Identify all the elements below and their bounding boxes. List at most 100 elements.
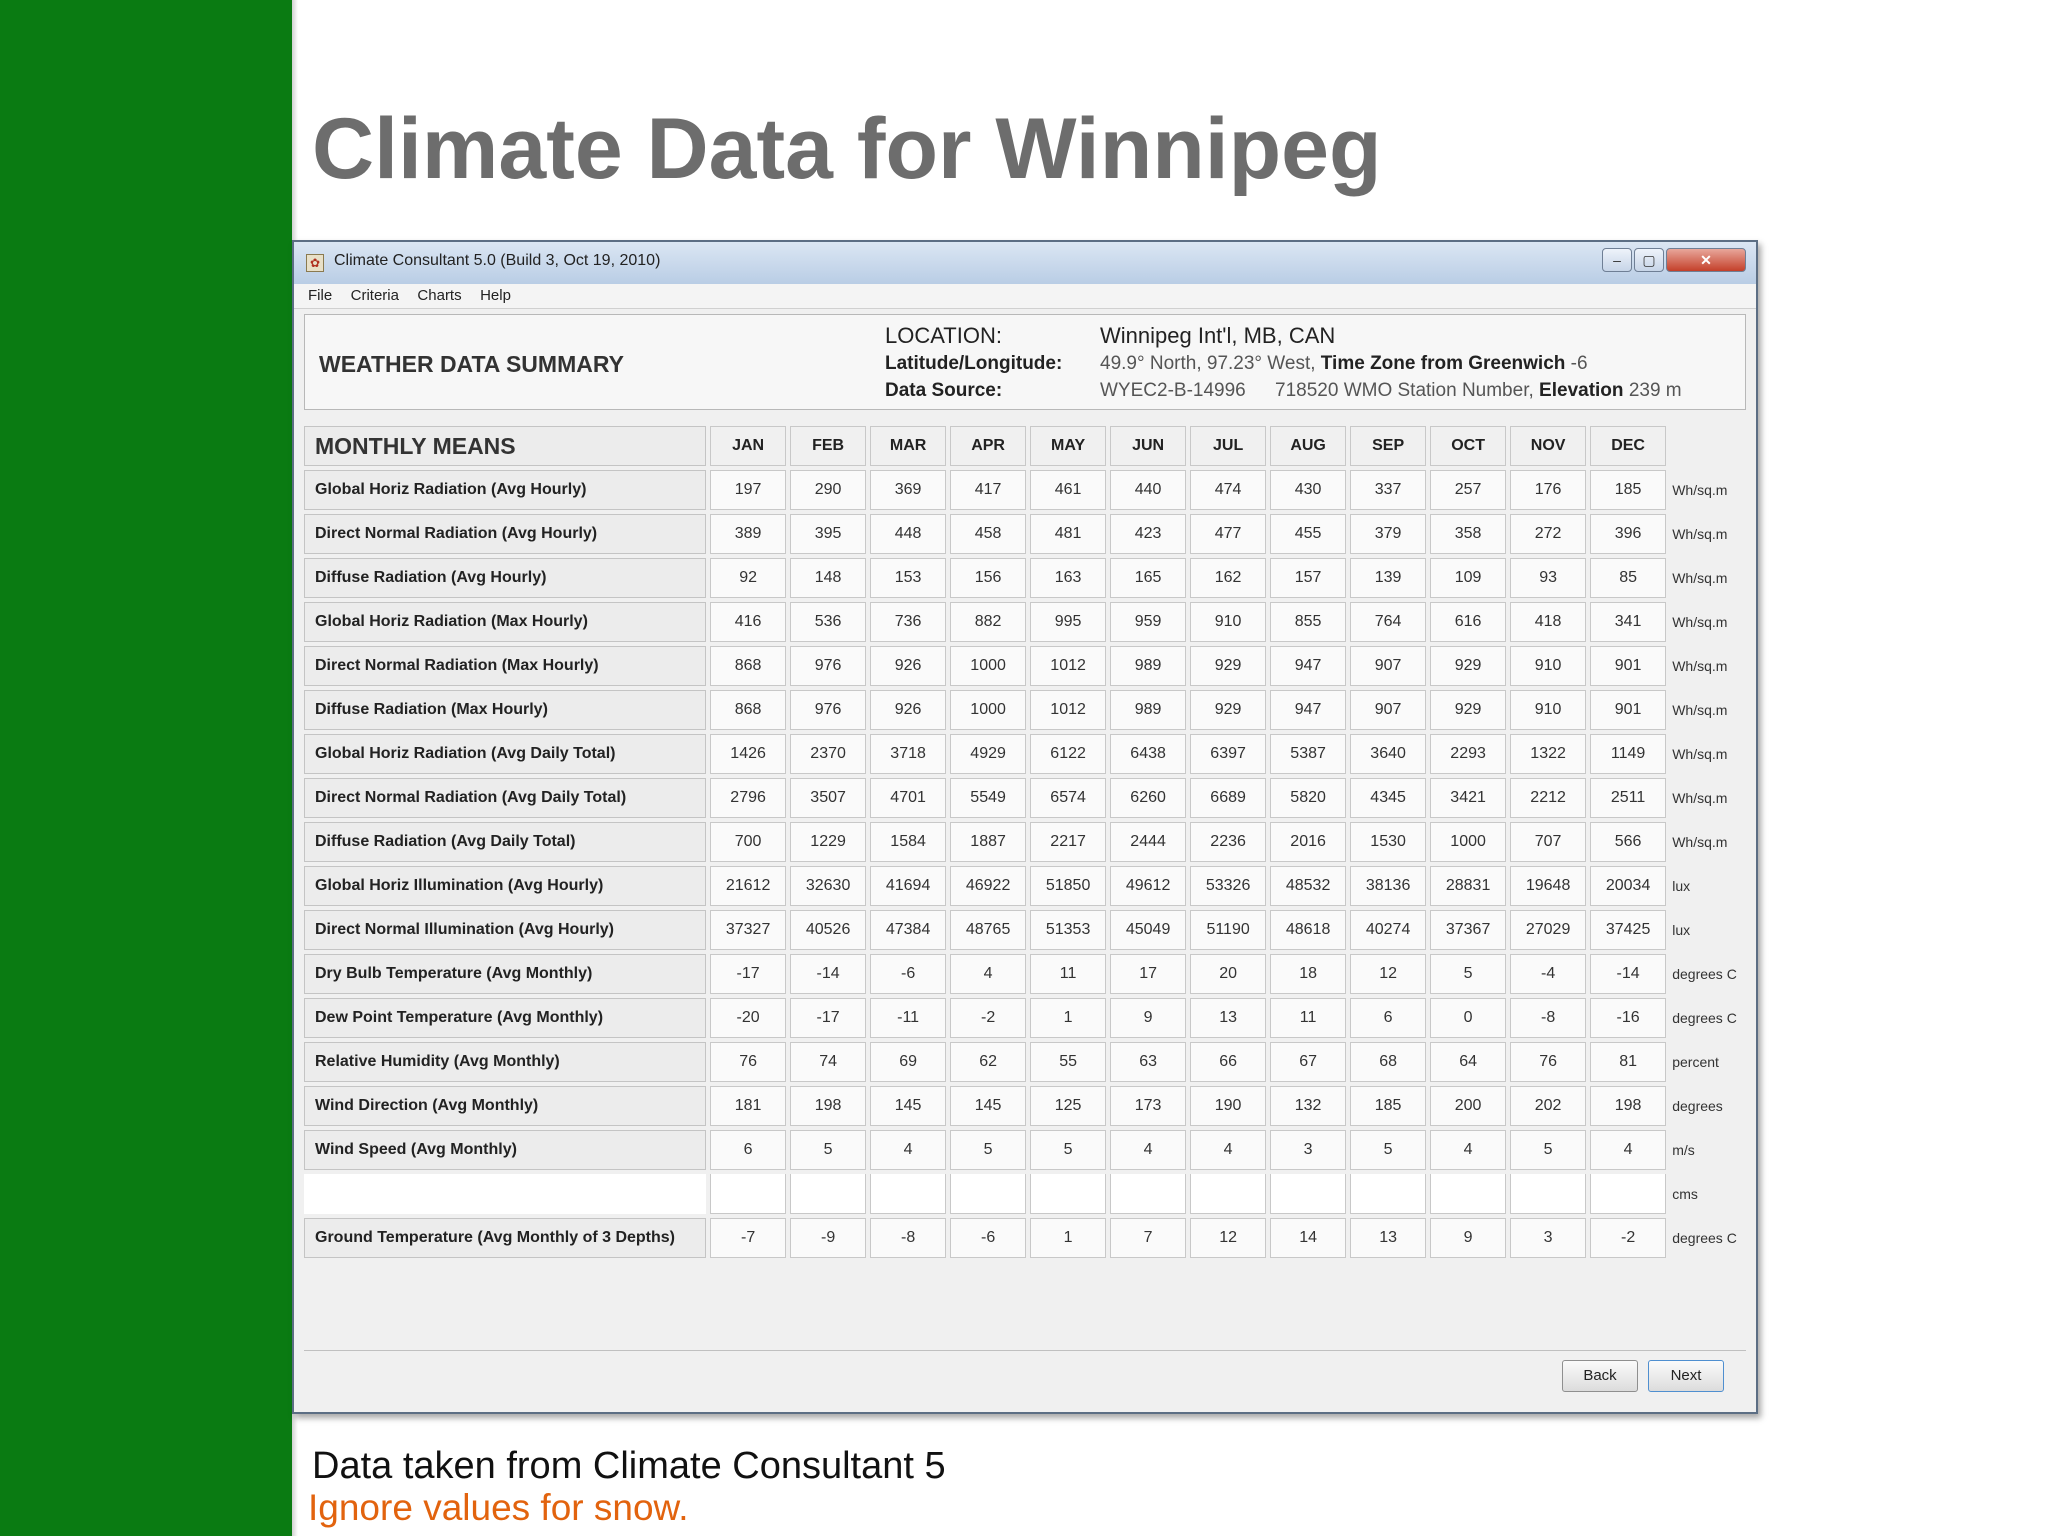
month-header: JUN bbox=[1109, 426, 1187, 466]
table-cell: 185 bbox=[1349, 1086, 1427, 1126]
table-cell: 5 bbox=[1029, 1130, 1107, 1170]
table-row: Relative Humidity (Avg Monthly) 76 74 69 62 5… bbox=[304, 1042, 1746, 1082]
table-cell: 1000 bbox=[1429, 822, 1507, 862]
monthly-means-table: MONTHLY MEANS JAN FEB MAR APR MAY JUN JUL AUG SEP… bbox=[304, 422, 1746, 1262]
month-header: MAR bbox=[869, 426, 947, 466]
table-cell: 700 bbox=[709, 822, 787, 862]
table-cell: -8 bbox=[869, 1218, 947, 1258]
table-cell: 17 bbox=[1109, 954, 1187, 994]
row-unit: Wh/sq.m bbox=[1672, 834, 1728, 850]
row-label: Ground Temperature (Avg Monthly of 3 Dep… bbox=[304, 1218, 707, 1258]
summary-title: WEATHER DATA SUMMARY bbox=[319, 351, 624, 377]
table-cell: 2217 bbox=[1029, 822, 1107, 862]
table-cell: 1012 bbox=[1029, 690, 1107, 730]
table-cell: 959 bbox=[1109, 602, 1187, 642]
row-unit: degrees C bbox=[1672, 966, 1737, 982]
table-cell: 1530 bbox=[1349, 822, 1427, 862]
table-cell: 202 bbox=[1509, 1086, 1587, 1126]
table-cell: 18 bbox=[1269, 954, 1347, 994]
row-unit: Wh/sq.m bbox=[1672, 526, 1728, 542]
table-cell: 2236 bbox=[1189, 822, 1267, 862]
window-titlebar[interactable]: ✿ Climate Consultant 5.0 (Build 3, Oct 1… bbox=[294, 242, 1756, 285]
table-cell: 5820 bbox=[1269, 778, 1347, 818]
table-row: Diffuse Radiation (Avg Daily Total) 700 12… bbox=[304, 822, 1746, 862]
table-cell: 461 bbox=[1029, 470, 1107, 510]
table-cell: 3421 bbox=[1429, 778, 1507, 818]
table-cell: 51850 bbox=[1029, 866, 1107, 906]
row-unit: Wh/sq.m bbox=[1672, 746, 1728, 762]
table-cell: 125 bbox=[1029, 1086, 1107, 1126]
table-cell: 989 bbox=[1109, 690, 1187, 730]
table-cell: 173 bbox=[1109, 1086, 1187, 1126]
slide-title: Climate Data for Winnipeg bbox=[312, 101, 1382, 197]
table-cell: 37327 bbox=[709, 910, 787, 950]
table-cell: 64 bbox=[1429, 1042, 1507, 1082]
table-cell: 6122 bbox=[1029, 734, 1107, 774]
minimize-button[interactable]: – bbox=[1602, 248, 1632, 272]
month-header: NOV bbox=[1509, 426, 1587, 466]
latlon-value: 49.9° North, 97.23° West, bbox=[1100, 353, 1316, 374]
table-cell: 5 bbox=[1509, 1130, 1587, 1170]
row-label: Global Horiz Radiation (Avg Daily Total) bbox=[304, 734, 707, 774]
snow-row-label bbox=[304, 1174, 707, 1214]
table-cell: 13 bbox=[1189, 998, 1267, 1038]
table-cell: 48532 bbox=[1269, 866, 1347, 906]
table-cell: 55 bbox=[1029, 1042, 1107, 1082]
row-unit: cms bbox=[1672, 1186, 1698, 1202]
table-cell: 12 bbox=[1189, 1218, 1267, 1258]
table-cell: -14 bbox=[789, 954, 867, 994]
row-label: Dew Point Temperature (Avg Monthly) bbox=[304, 998, 707, 1038]
next-button[interactable]: Next bbox=[1648, 1360, 1724, 1392]
table-cell: 910 bbox=[1509, 690, 1587, 730]
table-row: Global Horiz Illumination (Avg Hourly) 21… bbox=[304, 866, 1746, 906]
table-cell: 197 bbox=[709, 470, 787, 510]
table-cell: 4701 bbox=[869, 778, 947, 818]
table-cell: 1000 bbox=[949, 690, 1027, 730]
menu-criteria[interactable]: Criteria bbox=[350, 287, 399, 304]
table-cell: 9 bbox=[1109, 998, 1187, 1038]
table-cell: 1149 bbox=[1589, 734, 1667, 774]
row-unit: Wh/sq.m bbox=[1672, 614, 1728, 630]
menu-file[interactable]: File bbox=[308, 287, 333, 304]
table-cell: -17 bbox=[789, 998, 867, 1038]
table-cell: 1229 bbox=[789, 822, 867, 862]
table-cell: 416 bbox=[709, 602, 787, 642]
table-cell: 907 bbox=[1349, 690, 1427, 730]
table-cell: 5549 bbox=[949, 778, 1027, 818]
table-cell: 85 bbox=[1589, 558, 1667, 598]
table-cell: 474 bbox=[1189, 470, 1267, 510]
row-unit: degrees bbox=[1672, 1098, 1723, 1114]
menu-help[interactable]: Help bbox=[480, 287, 511, 304]
table-cell: 458 bbox=[949, 514, 1027, 554]
timezone-value: -6 bbox=[1570, 353, 1588, 374]
menu-charts[interactable]: Charts bbox=[417, 287, 462, 304]
maximize-button[interactable]: ▢ bbox=[1634, 248, 1664, 272]
window-title: Climate Consultant 5.0 (Build 3, Oct 19,… bbox=[334, 252, 661, 269]
table-row: Global Horiz Radiation (Avg Daily Total)… bbox=[304, 734, 1746, 774]
table-cell: 6689 bbox=[1189, 778, 1267, 818]
table-cell: 14 bbox=[1269, 1218, 1347, 1258]
table-cell: 976 bbox=[789, 646, 867, 686]
row-label: Diffuse Radiation (Avg Hourly) bbox=[304, 558, 707, 598]
back-button[interactable]: Back bbox=[1562, 1360, 1638, 1392]
timezone-label: Time Zone from Greenwich bbox=[1320, 353, 1566, 374]
table-cell bbox=[1189, 1174, 1267, 1214]
table-cell: -2 bbox=[1589, 1218, 1667, 1258]
table-cell: 41694 bbox=[869, 866, 947, 906]
table-cell: 910 bbox=[1509, 646, 1587, 686]
close-button[interactable]: ✕ bbox=[1666, 248, 1746, 272]
table-cell: 81 bbox=[1589, 1042, 1667, 1082]
table-cell: 68 bbox=[1349, 1042, 1427, 1082]
snow-row: cms bbox=[304, 1174, 1746, 1214]
source-line: WYEC2-B-14996 718520 WMO Station Number,… bbox=[1100, 380, 1682, 402]
table-cell: 132 bbox=[1269, 1086, 1347, 1126]
weather-summary-panel: WEATHER DATA SUMMARY LOCATION: Winnipeg … bbox=[304, 314, 1746, 410]
table-cell: 4 bbox=[1109, 1130, 1187, 1170]
table-cell: 477 bbox=[1189, 514, 1267, 554]
monthly-means-table-area: MONTHLY MEANS JAN FEB MAR APR MAY JUN JUL AUG SEP… bbox=[304, 422, 1746, 1258]
table-cell: 45049 bbox=[1109, 910, 1187, 950]
table-cell: -7 bbox=[709, 1218, 787, 1258]
source-value: WYEC2-B-14996 bbox=[1100, 380, 1246, 401]
table-cell: 3507 bbox=[789, 778, 867, 818]
table-cell bbox=[1509, 1174, 1587, 1214]
